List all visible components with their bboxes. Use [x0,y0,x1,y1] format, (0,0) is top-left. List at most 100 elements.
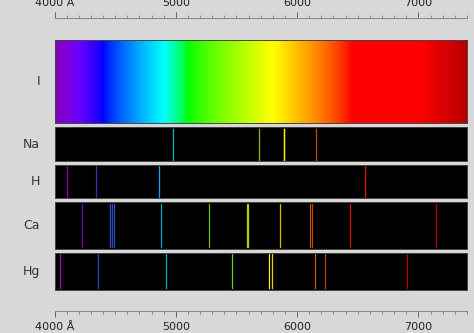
Bar [218,40,219,124]
Bar [134,40,135,124]
Bar [381,40,382,124]
Bar [413,40,414,124]
Bar [178,40,179,124]
Bar [330,40,331,124]
Bar [93,40,94,124]
Bar [432,40,433,124]
Bar [465,40,466,124]
Bar [171,40,172,124]
Bar [78,40,79,124]
Bar [400,40,401,124]
Bar [385,40,386,124]
Bar [364,40,365,124]
Bar [366,40,367,124]
Bar [106,40,107,124]
Bar [225,40,226,124]
Bar [242,40,243,124]
Bar [320,40,321,124]
Bar [230,40,231,124]
Bar [328,40,329,124]
Bar [367,40,368,124]
Bar [113,40,114,124]
Bar [163,40,164,124]
Bar [196,40,197,124]
Bar [462,40,463,124]
Bar [102,40,103,124]
Bar [75,40,76,124]
Bar [237,40,238,124]
Bar [333,40,334,124]
Bar [289,40,290,124]
Bar [336,40,337,124]
Bar [399,40,400,124]
Bar [397,40,398,124]
Bar [379,40,380,124]
Bar [160,40,161,124]
Bar [214,40,215,124]
Bar [386,40,387,124]
Bar [211,40,212,124]
Bar [457,40,458,124]
Bar [135,40,136,124]
Bar [87,40,88,124]
Bar [303,40,304,124]
Bar [159,40,160,124]
Bar [173,40,174,124]
Bar [197,40,198,124]
Bar [145,40,146,124]
Bar [201,40,202,124]
Bar [205,40,206,124]
Bar [127,40,128,124]
Bar [312,40,313,124]
Bar [236,40,237,124]
Bar [189,40,190,124]
Bar [105,40,106,124]
Bar [67,40,68,124]
Bar [131,40,132,124]
Bar [266,40,267,124]
Bar [387,40,388,124]
Bar [382,40,383,124]
Bar [423,40,424,124]
Bar [60,40,61,124]
Bar [359,40,360,124]
Bar [90,40,91,124]
Bar [420,40,421,124]
Bar [81,40,82,124]
Bar [267,40,268,124]
Bar [174,40,175,124]
Bar [411,40,412,124]
Bar [248,40,249,124]
Bar [380,40,381,124]
Bar [232,40,233,124]
Bar [244,40,245,124]
Bar [265,40,266,124]
Bar [389,40,390,124]
Bar [448,40,449,124]
Bar [186,40,187,124]
Bar [233,40,234,124]
Bar [227,40,228,124]
Bar [150,40,151,124]
Bar [123,40,124,124]
Bar [345,40,346,124]
Bar [172,40,173,124]
Bar [315,40,316,124]
Bar [88,40,89,124]
Bar [124,40,125,124]
Bar [445,40,446,124]
Bar [215,40,216,124]
Bar [346,40,347,124]
Bar [304,40,305,124]
Bar [146,40,147,124]
Bar [393,40,394,124]
Bar [352,40,353,124]
Bar [151,40,152,124]
Bar [177,40,178,124]
Bar [149,40,150,124]
Bar [299,40,300,124]
Bar [286,40,287,124]
Bar [325,40,326,124]
Bar [418,40,419,124]
Bar [404,40,405,124]
